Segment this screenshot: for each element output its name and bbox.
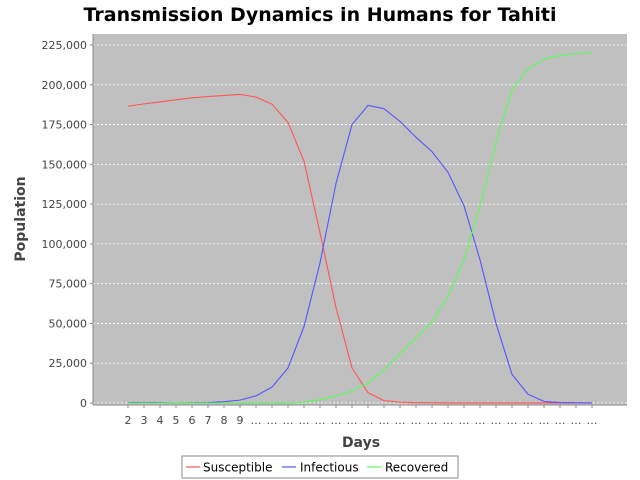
x-axis-ticks: 2 3 4 5 6 7 8 9 … … … … … … … … … … … … … … … … … … … … … …	[125, 405, 598, 427]
legend-label-susceptible: Susceptible	[203, 461, 272, 475]
x-tick-label: …	[555, 414, 566, 427]
x-tick-label: …	[507, 414, 518, 427]
y-tick-label: 50,000	[49, 317, 88, 330]
x-tick-label: …	[347, 414, 358, 427]
x-tick-label: …	[491, 414, 502, 427]
x-tick-label: 7	[205, 414, 212, 427]
x-tick-label: 6	[189, 414, 196, 427]
x-tick-label: 4	[157, 414, 164, 427]
series-line-susceptible	[127, 93, 592, 404]
y-tick-label: 150,000	[42, 158, 88, 171]
x-tick-label: …	[411, 414, 422, 427]
legend-label-recovered: Recovered	[385, 461, 448, 475]
x-tick-label: 9	[237, 414, 244, 427]
y-tick-label: 125,000	[42, 198, 88, 211]
x-tick-label: …	[315, 414, 326, 427]
legend: Susceptible Infectious Recovered	[181, 455, 459, 479]
x-tick-label: …	[523, 414, 534, 427]
y-tick-label: 25,000	[49, 357, 88, 370]
x-tick-label: …	[475, 414, 486, 427]
x-axis-label: Days	[342, 435, 380, 451]
x-tick-label: …	[251, 414, 262, 427]
x-tick-label: …	[443, 414, 454, 427]
y-tick-label: 200,000	[42, 79, 88, 92]
chart-title: Transmission Dynamics in Humans for Tahi…	[84, 4, 557, 26]
y-axis-ticks: 0 25,000 50,000 75,000 100,000 125,000 150,000…	[42, 39, 93, 410]
y-tick-label: 175,000	[42, 119, 88, 132]
x-tick-label: 5	[173, 414, 180, 427]
plot-area	[93, 34, 627, 405]
y-tick-label: 225,000	[42, 39, 88, 52]
x-tick-label: …	[539, 414, 550, 427]
x-tick-label: 8	[221, 414, 228, 427]
x-tick-label: …	[283, 414, 294, 427]
x-tick-label: …	[299, 414, 310, 427]
x-tick-label: …	[267, 414, 278, 427]
x-tick-label: …	[395, 414, 406, 427]
y-tick-label: 0	[80, 397, 87, 410]
legend-box	[181, 455, 459, 479]
x-tick-label: …	[331, 414, 342, 427]
x-tick-label: 3	[141, 414, 148, 427]
x-tick-label: 2	[125, 414, 132, 427]
y-axis-label: Population	[13, 176, 29, 261]
gridlines	[93, 44, 627, 404]
x-tick-label: …	[587, 414, 598, 427]
x-tick-label: …	[379, 414, 390, 427]
legend-label-infectious: Infectious	[300, 461, 359, 475]
y-tick-label: 75,000	[49, 278, 88, 291]
series-line-recovered	[128, 51, 593, 404]
series-lines	[127, 51, 593, 404]
x-tick-label: …	[459, 414, 470, 427]
x-tick-label: …	[571, 414, 582, 427]
y-tick-label: 100,000	[42, 238, 88, 251]
x-tick-label: …	[427, 414, 438, 427]
x-tick-label: …	[363, 414, 374, 427]
